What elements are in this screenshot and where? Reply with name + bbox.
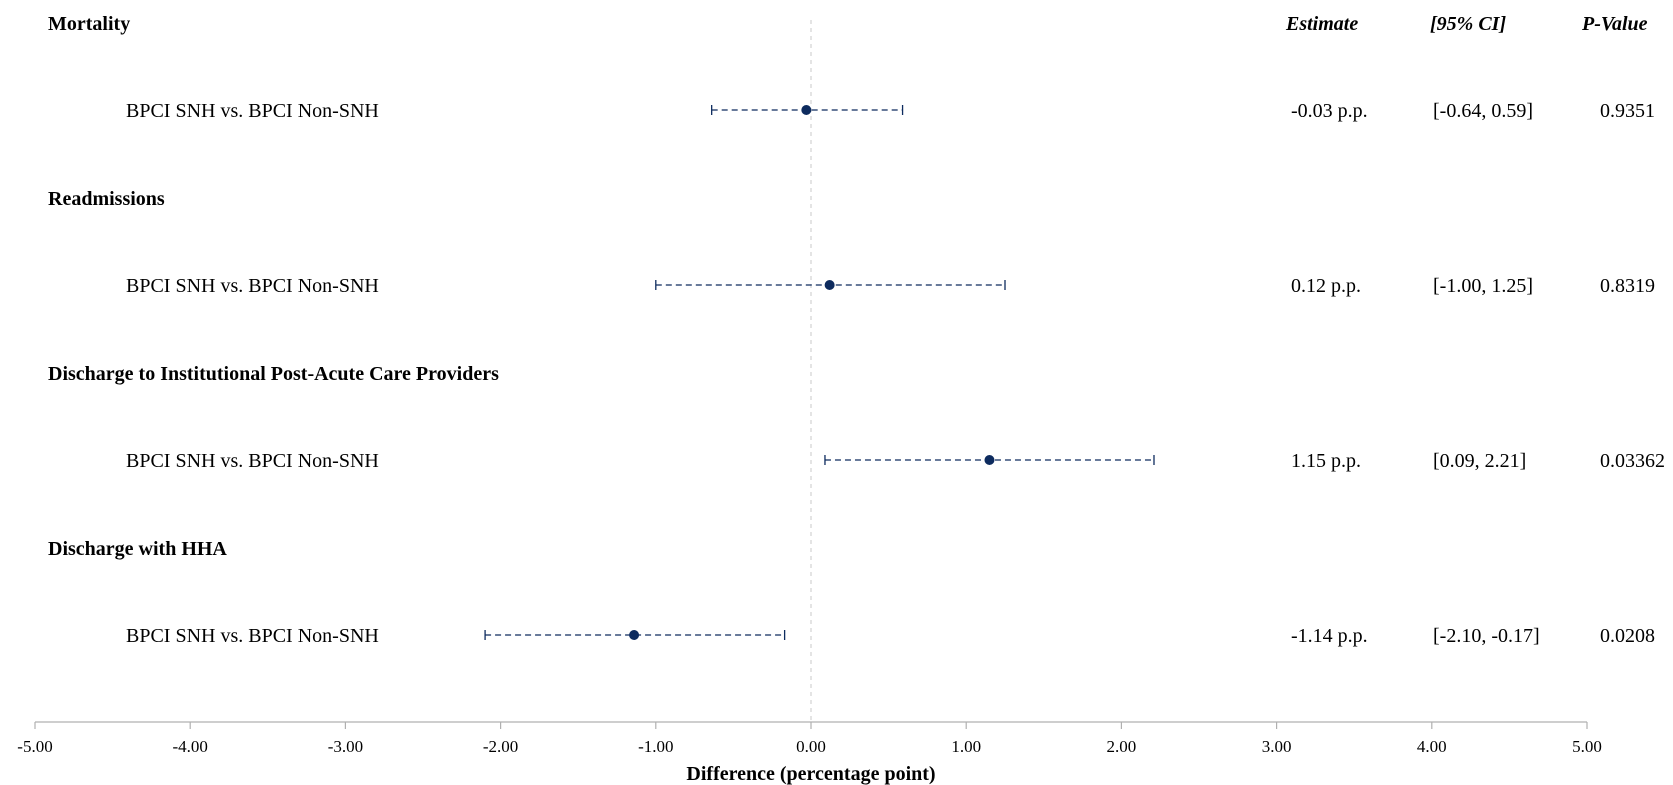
x-tick-label: -5.00 — [17, 737, 52, 756]
row-label-mortality: BPCI SNH vs. BPCI Non-SNH — [126, 100, 379, 122]
estimate-header: Estimate — [1286, 13, 1359, 35]
x-tick-label: -3.00 — [328, 737, 363, 756]
estimate-discharge-hha: -1.14 p.p. — [1291, 625, 1368, 647]
pvalue-discharge-hha: 0.0208 — [1600, 625, 1655, 647]
pvalue-mortality: 0.9351 — [1600, 100, 1655, 122]
x-tick-label: 1.00 — [951, 737, 981, 756]
ci-discharge-hha: [-2.10, -0.17] — [1433, 625, 1540, 647]
x-tick-label: 2.00 — [1107, 737, 1137, 756]
pvalue-header: P-Value — [1582, 13, 1648, 35]
estimate-point — [801, 105, 812, 115]
ci-mortality: [-0.64, 0.59] — [1433, 100, 1533, 122]
pvalue-readmissions: 0.8319 — [1600, 275, 1655, 297]
x-tick-label: 5.00 — [1572, 737, 1602, 756]
group-title-readmissions: Readmissions — [48, 188, 165, 210]
pvalue-discharge-institutional: 0.03362 — [1600, 450, 1665, 472]
estimate-readmissions: 0.12 p.p. — [1291, 275, 1361, 297]
row-label-discharge-hha: BPCI SNH vs. BPCI Non-SNH — [126, 625, 379, 647]
row-label-readmissions: BPCI SNH vs. BPCI Non-SNH — [126, 275, 379, 297]
group-title-discharge-institutional: Discharge to Institutional Post-Acute Ca… — [48, 363, 499, 385]
x-tick-label: 3.00 — [1262, 737, 1292, 756]
x-tick-label: -4.00 — [172, 737, 207, 756]
ci-header: [95% CI] — [1430, 13, 1507, 35]
x-tick-label: -1.00 — [638, 737, 673, 756]
row-label-discharge-institutional: BPCI SNH vs. BPCI Non-SNH — [126, 450, 379, 472]
estimate-point — [984, 455, 995, 465]
x-axis-label: Difference (percentage point) — [686, 763, 935, 785]
estimate-discharge-institutional: 1.15 p.p. — [1291, 450, 1361, 472]
group-title-mortality: Mortality — [48, 13, 131, 35]
x-tick-label: 4.00 — [1417, 737, 1447, 756]
estimate-point — [824, 280, 835, 290]
ci-readmissions: [-1.00, 1.25] — [1433, 275, 1533, 297]
x-tick-label: -2.00 — [483, 737, 518, 756]
group-title-discharge-hha: Discharge with HHA — [48, 538, 227, 560]
x-tick-label: 0.00 — [796, 737, 826, 756]
estimate-point — [629, 630, 640, 640]
estimate-mortality: -0.03 p.p. — [1291, 100, 1368, 122]
ci-discharge-institutional: [0.09, 2.21] — [1433, 450, 1527, 472]
